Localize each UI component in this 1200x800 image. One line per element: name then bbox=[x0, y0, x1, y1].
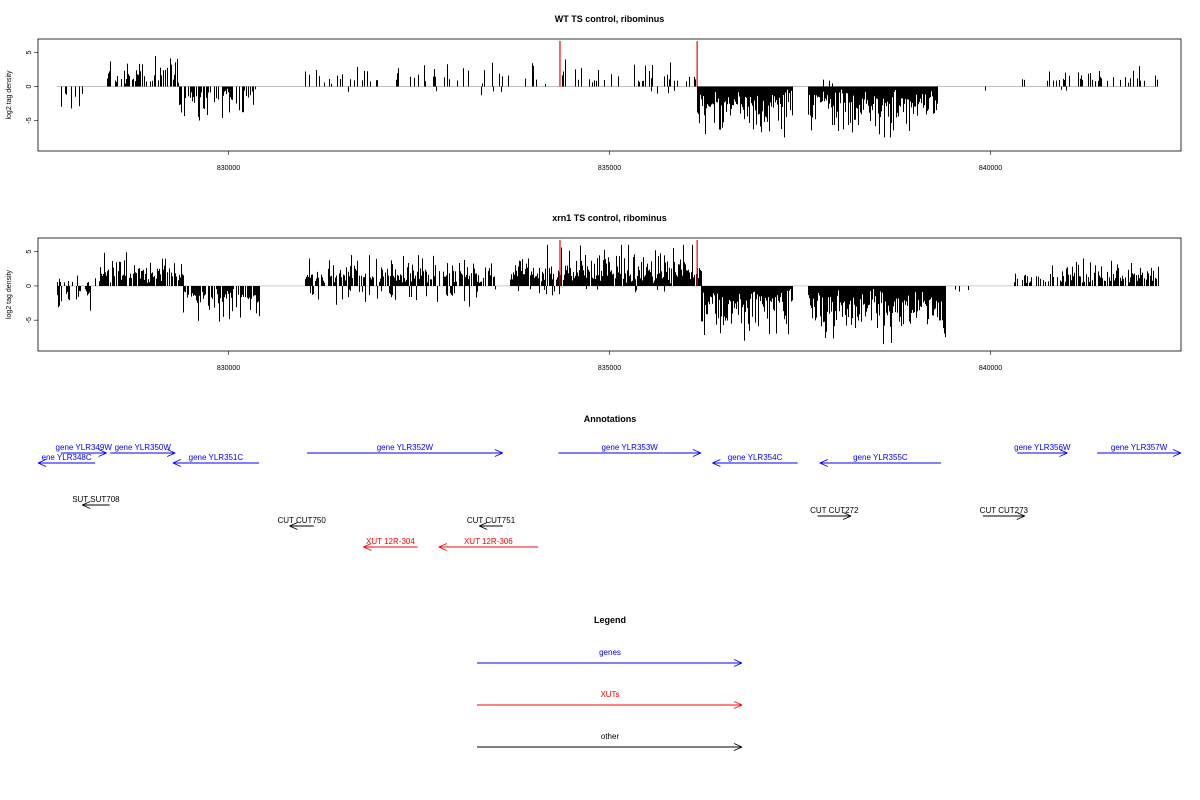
y-tick-label: 5 bbox=[26, 250, 33, 254]
y-tick-label: 5 bbox=[26, 51, 33, 55]
feature-label: CUT CUT272 bbox=[810, 506, 859, 515]
legend-item-genes: genes bbox=[477, 648, 743, 667]
y-axis-label: log2 tag density bbox=[6, 70, 13, 120]
y-tick-label: -5 bbox=[26, 317, 33, 323]
track-panel-2: xrn1 TS control, ribominus log2 tag densi… bbox=[6, 213, 1182, 372]
legend-label: other bbox=[601, 732, 620, 741]
feature-label: gene YLR350W bbox=[115, 443, 172, 452]
feature-gene-ylr357w: gene YLR357W bbox=[1097, 443, 1182, 457]
feature-cut-cut750: CUT CUT750 bbox=[277, 516, 326, 530]
legend-label: genes bbox=[599, 648, 621, 657]
feature-label: gene YLR354C bbox=[728, 453, 783, 462]
feature-label: gene YLR353W bbox=[602, 443, 659, 452]
track-panel-1: WT TS control, ribominus log2 tag density… bbox=[6, 14, 1182, 172]
feature-gene-ylr355c: gene YLR355C bbox=[819, 453, 941, 467]
feature-cut-cut272: CUT CUT272 bbox=[810, 506, 859, 520]
y-tick-label: 0 bbox=[26, 84, 33, 88]
feature-label: gene YLR357W bbox=[1111, 443, 1168, 452]
feature-gene-ylr350w: gene YLR350W bbox=[110, 443, 176, 457]
feature-gene-ylr356w: gene YLR356W bbox=[1014, 443, 1071, 457]
y-tick-label: -5 bbox=[26, 117, 33, 123]
panel-title: WT TS control, ribominus bbox=[555, 14, 665, 24]
feature-cut-cut273: CUT CUT273 bbox=[980, 506, 1029, 520]
feature-label: XUT 12R-306 bbox=[464, 537, 513, 546]
legend: Legend genes XUTs other bbox=[477, 615, 743, 751]
feature-label: CUT CUT273 bbox=[980, 506, 1029, 515]
feature-gene-ylr349w: gene YLR349W bbox=[56, 443, 113, 457]
legend-label: XUTs bbox=[600, 690, 619, 699]
x-tick-label: 835000 bbox=[598, 165, 621, 172]
feature-label: SUT SUT708 bbox=[72, 495, 120, 504]
feature-label: gene YLR351C bbox=[189, 453, 244, 462]
feature-gene-ylr354c: gene YLR354C bbox=[712, 453, 798, 467]
feature-label: CUT CUT750 bbox=[277, 516, 326, 525]
feature-label: gene YLR356W bbox=[1014, 443, 1071, 452]
y-axis-label: log2 tag density bbox=[6, 269, 13, 319]
feature-sut-sut708: SUT SUT708 bbox=[72, 495, 120, 509]
legend-item-xuts: XUTs bbox=[477, 690, 743, 709]
feature-cut-cut751: CUT CUT751 bbox=[467, 516, 516, 530]
feature-gene-ylr351c: gene YLR351C bbox=[172, 453, 259, 467]
annotations-title: Annotations bbox=[584, 414, 637, 424]
feature-label: XUT 12R-304 bbox=[366, 537, 415, 546]
x-tick-label: 840000 bbox=[979, 365, 1002, 372]
feature-label: gene YLR352W bbox=[377, 443, 434, 452]
feature-xut-12r-306: XUT 12R-306 bbox=[438, 537, 538, 551]
x-tick-label: 835000 bbox=[598, 365, 621, 372]
panel-title: xrn1 TS control, ribominus bbox=[552, 213, 667, 223]
legend-title: Legend bbox=[594, 615, 626, 625]
x-tick-label: 830000 bbox=[217, 365, 240, 372]
feature-label: gene YLR349W bbox=[56, 443, 113, 452]
legend-item-other: other bbox=[477, 732, 743, 751]
x-tick-label: 830000 bbox=[217, 165, 240, 172]
x-tick-label: 840000 bbox=[979, 165, 1002, 172]
plot-frame bbox=[37, 38, 1182, 152]
feature-ene-ylr348c: ene YLR348C bbox=[37, 453, 96, 467]
density-bars bbox=[61, 55, 1158, 138]
y-tick-label: 0 bbox=[26, 284, 33, 288]
feature-label: CUT CUT751 bbox=[467, 516, 516, 525]
feature-xut-12r-304: XUT 12R-304 bbox=[363, 537, 418, 551]
feature-gene-ylr353w: gene YLR353W bbox=[558, 443, 702, 457]
density-bars bbox=[57, 244, 1159, 345]
feature-gene-ylr352w: gene YLR352W bbox=[306, 443, 504, 457]
feature-label: gene YLR355C bbox=[853, 453, 908, 462]
feature-label: ene YLR348C bbox=[42, 453, 92, 462]
